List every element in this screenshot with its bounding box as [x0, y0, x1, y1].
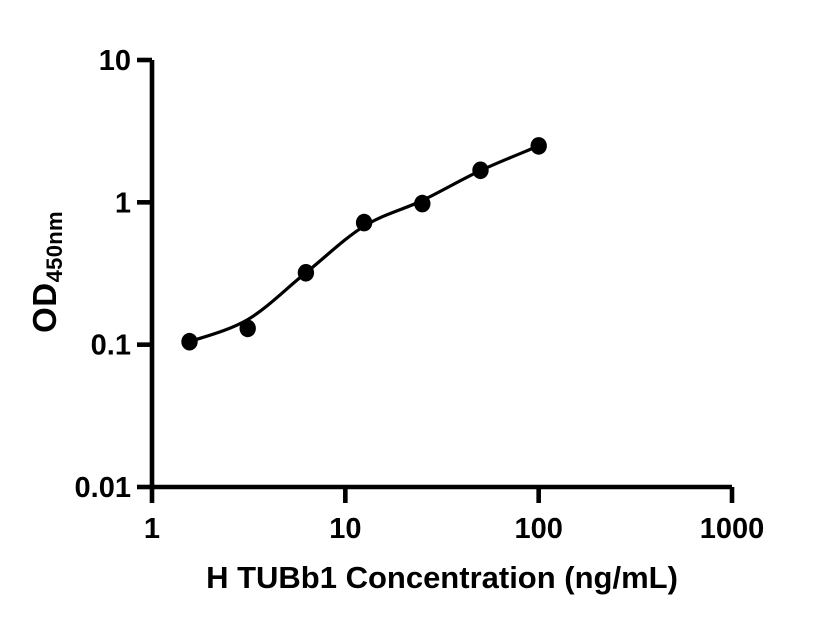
- y-tick-label: 0.01: [75, 472, 131, 504]
- x-tick-label: 10: [329, 513, 361, 545]
- data-point: [530, 137, 547, 155]
- data-point: [239, 319, 256, 338]
- y-axis-title: OD450nm: [26, 211, 68, 333]
- x-tick-label: 100: [514, 513, 562, 545]
- axes-lines: [149, 60, 732, 490]
- data-point: [297, 264, 315, 282]
- data-point: [472, 161, 489, 180]
- y-axis-title-subscript: 450nm: [42, 211, 67, 283]
- data-point: [414, 194, 431, 213]
- y-tick-label: 0.1: [91, 330, 131, 362]
- data-point: [181, 332, 198, 351]
- x-tick-label: 1: [144, 513, 160, 545]
- x-tick-label: 1000: [700, 513, 765, 545]
- y-tick-label: 1: [115, 187, 131, 219]
- data-point: [355, 213, 373, 232]
- y-tick-label: 10: [99, 45, 131, 77]
- y-axis-title-main: OD: [26, 282, 63, 333]
- x-axis-title: H TUBb1 Concentration (ng/mL): [206, 560, 678, 595]
